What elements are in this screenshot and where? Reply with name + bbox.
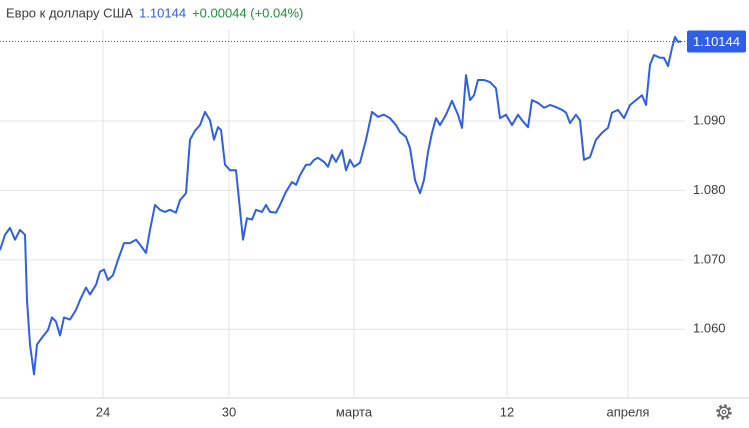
settings-icon[interactable] <box>716 404 732 420</box>
current-price: 1.10144 <box>139 5 186 20</box>
y-tick-label: 1.060 <box>693 321 726 336</box>
x-tick-label: 24 <box>96 404 110 419</box>
x-tick-label: марта <box>336 404 373 419</box>
last-price-label: 1.10144 <box>693 34 740 49</box>
x-tick-label: апреля <box>607 404 650 419</box>
y-tick-label: 1.090 <box>693 112 726 127</box>
gear-teeth <box>716 404 732 420</box>
price-change: +0.00044 (+0.04%) <box>192 5 303 20</box>
gear-hole <box>721 409 727 415</box>
last-price-box <box>687 30 746 53</box>
y-tick-label: 1.070 <box>693 251 726 266</box>
chart-title: Евро к доллару США <box>6 5 133 20</box>
grid <box>0 30 685 398</box>
x-tick-label: 12 <box>500 404 514 419</box>
x-tick-label: 30 <box>222 404 236 419</box>
gear-body <box>718 406 730 418</box>
price-line <box>0 35 682 376</box>
y-tick-label: 1.080 <box>693 182 726 197</box>
